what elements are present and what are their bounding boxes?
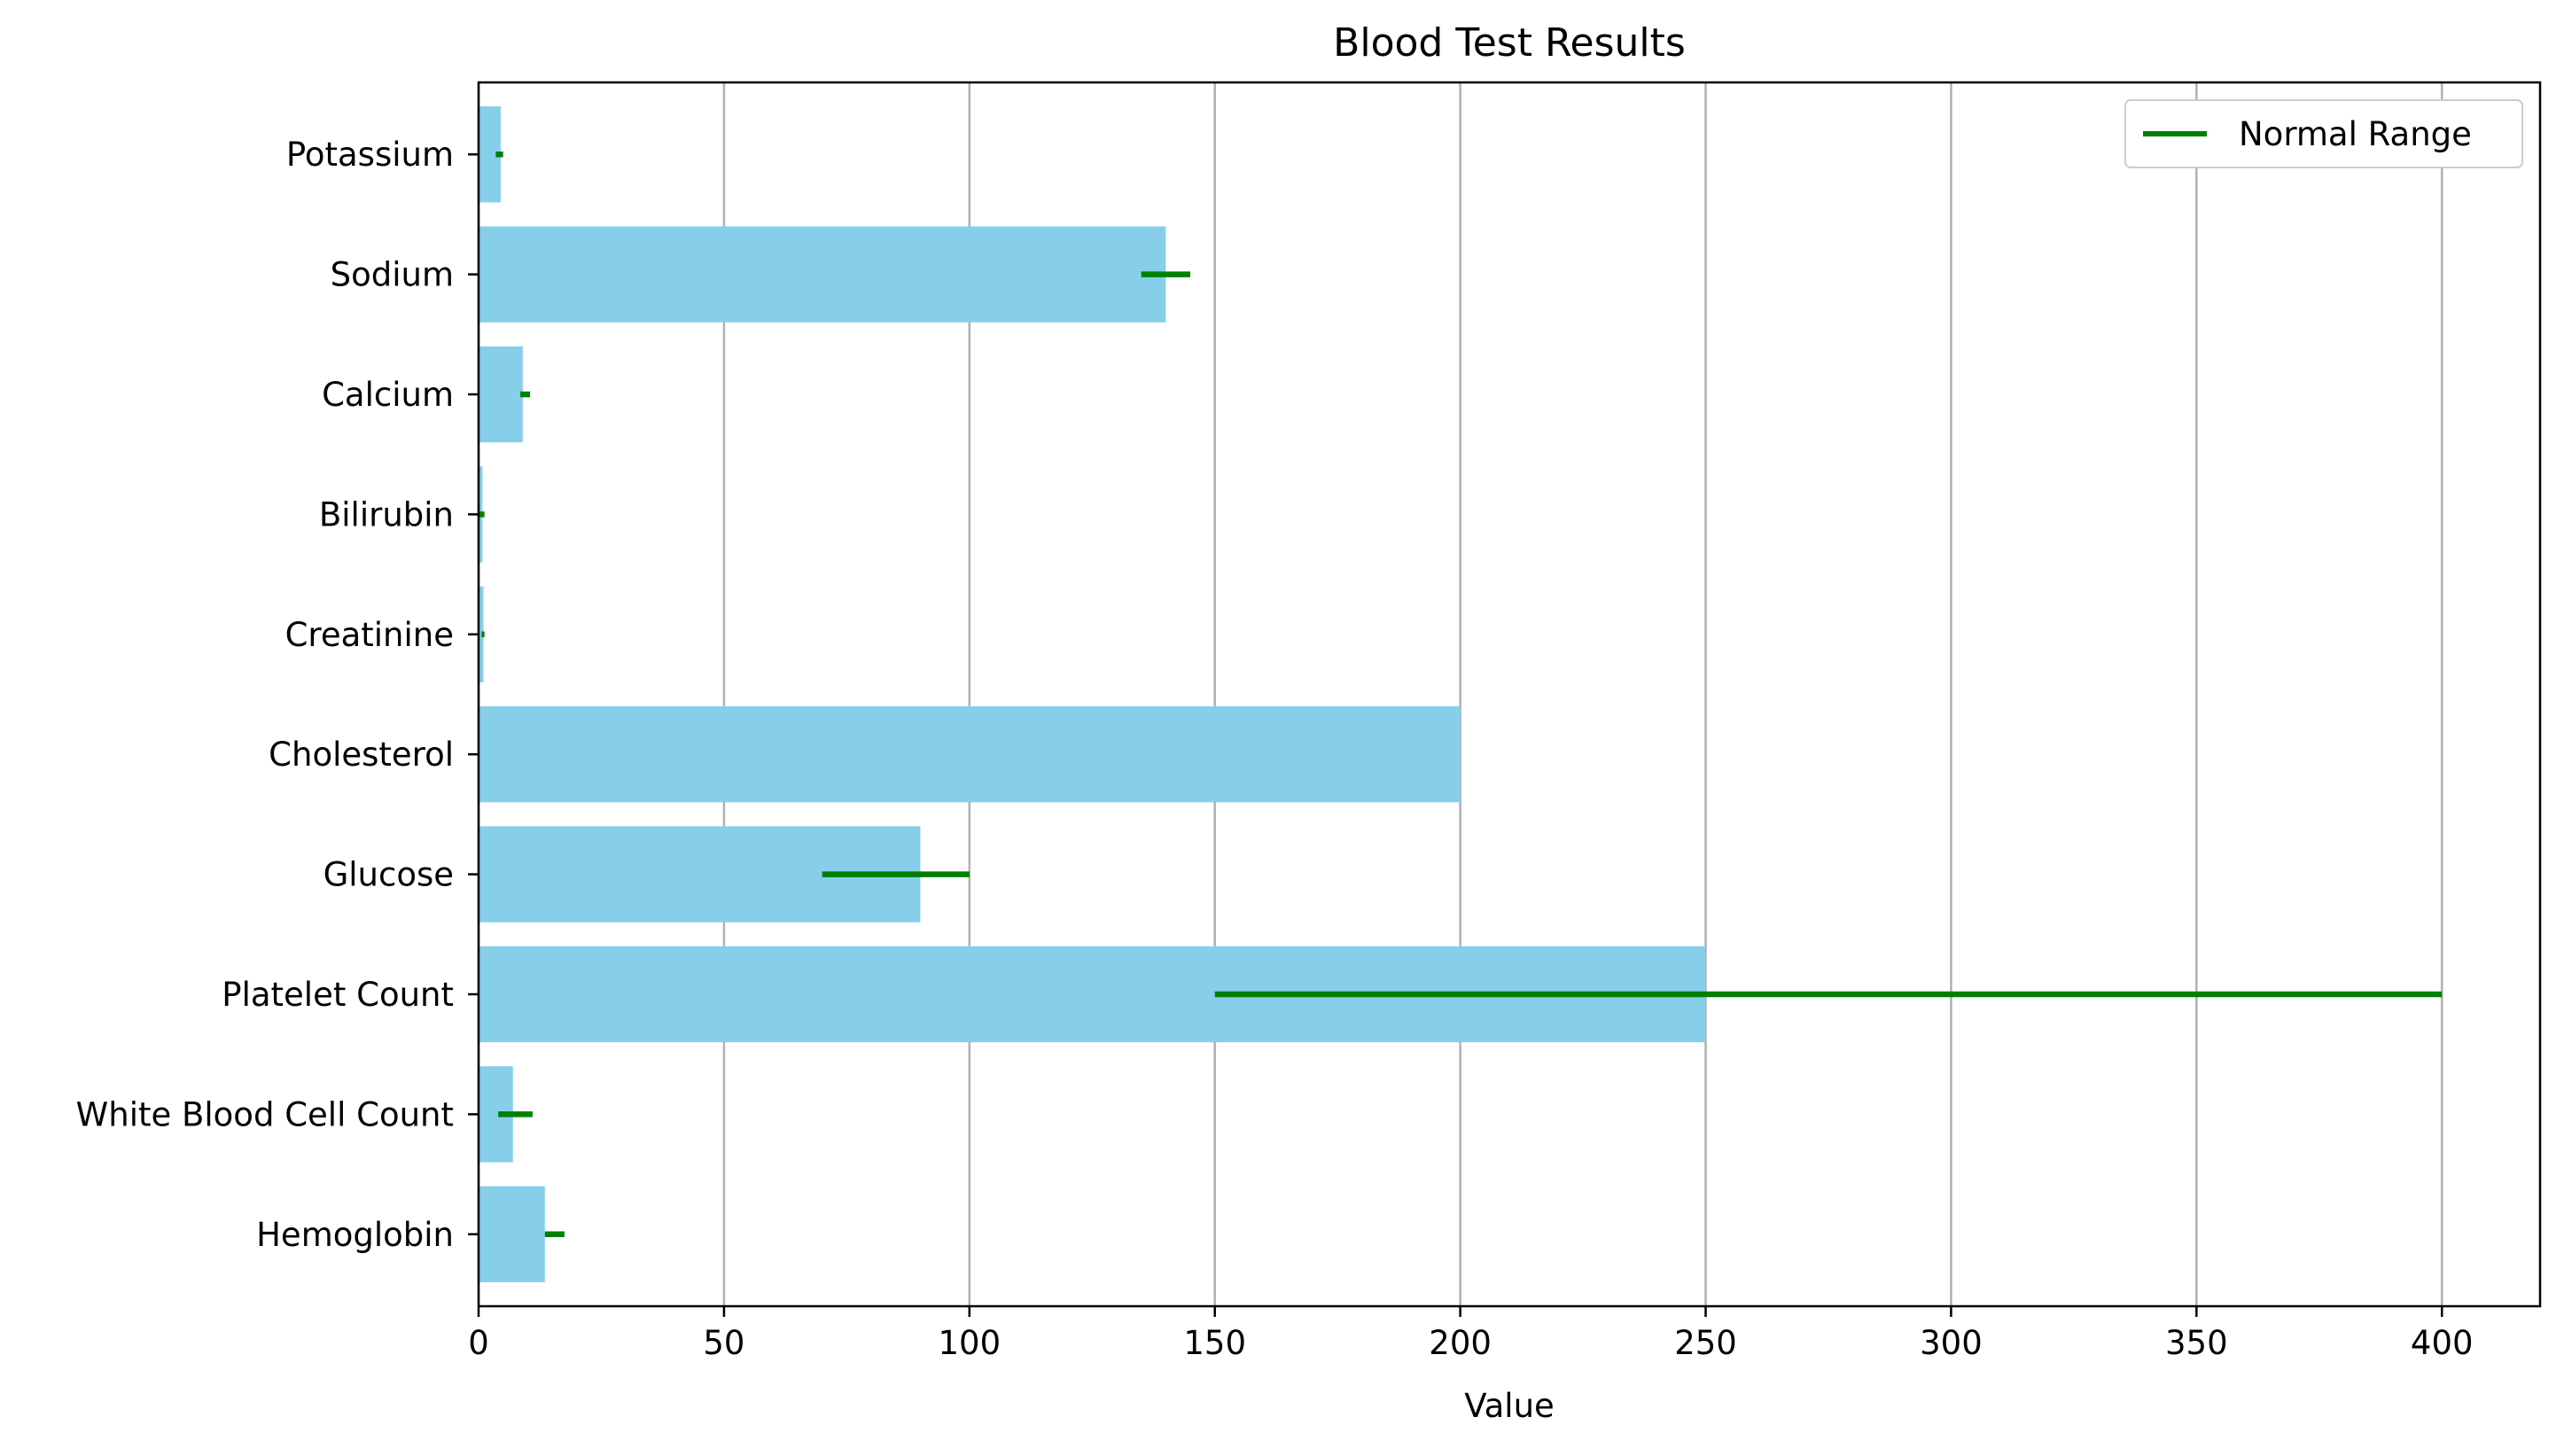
x-tick-label: 150 [1183,1324,1246,1362]
legend-box [2124,99,2523,168]
bar [479,706,1461,803]
x-axis-label: Value [1464,1387,1555,1425]
y-tick-label: Creatinine [285,616,454,654]
x-tick-label: 0 [468,1324,489,1362]
x-tick-label: 50 [703,1324,744,1362]
y-tick-label: White Blood Cell Count [76,1095,454,1133]
y-tick-label: Glucose [323,856,454,894]
x-axis: 0 50 100 150 200 250 300 350 400 [468,1306,2474,1362]
y-tick-label: Cholesterol [269,736,454,774]
legend-label-normal-range: Normal Range [2239,115,2472,153]
y-axis: Hemoglobin White Blood Cell Count Platelet… [76,136,479,1254]
x-tick-label: 250 [1674,1324,1737,1362]
chart-title: Blood Test Results [1333,20,1686,66]
bar [479,346,523,443]
plot-frame [477,81,2542,1308]
y-tick-label: Platelet Count [222,976,454,1014]
x-tick-label: 400 [2411,1324,2474,1362]
legend: Normal Range [2124,99,2523,168]
range-layer [479,151,2443,1238]
y-tick-label: Calcium [322,376,454,414]
x-tick-label: 100 [938,1324,1001,1362]
x-tick-label: 200 [1429,1324,1492,1362]
y-tick-label: Potassium [286,136,454,174]
bar [479,586,484,682]
x-tick-label: 350 [2165,1324,2228,1362]
y-tick-label: Sodium [331,256,454,294]
bar [479,226,1166,323]
bar [479,1186,545,1282]
x-tick-label: 300 [1920,1324,1983,1362]
bars-layer [479,106,1706,1282]
y-tick-label: Bilirubin [319,495,454,533]
y-tick-label: Hemoglobin [256,1216,454,1254]
